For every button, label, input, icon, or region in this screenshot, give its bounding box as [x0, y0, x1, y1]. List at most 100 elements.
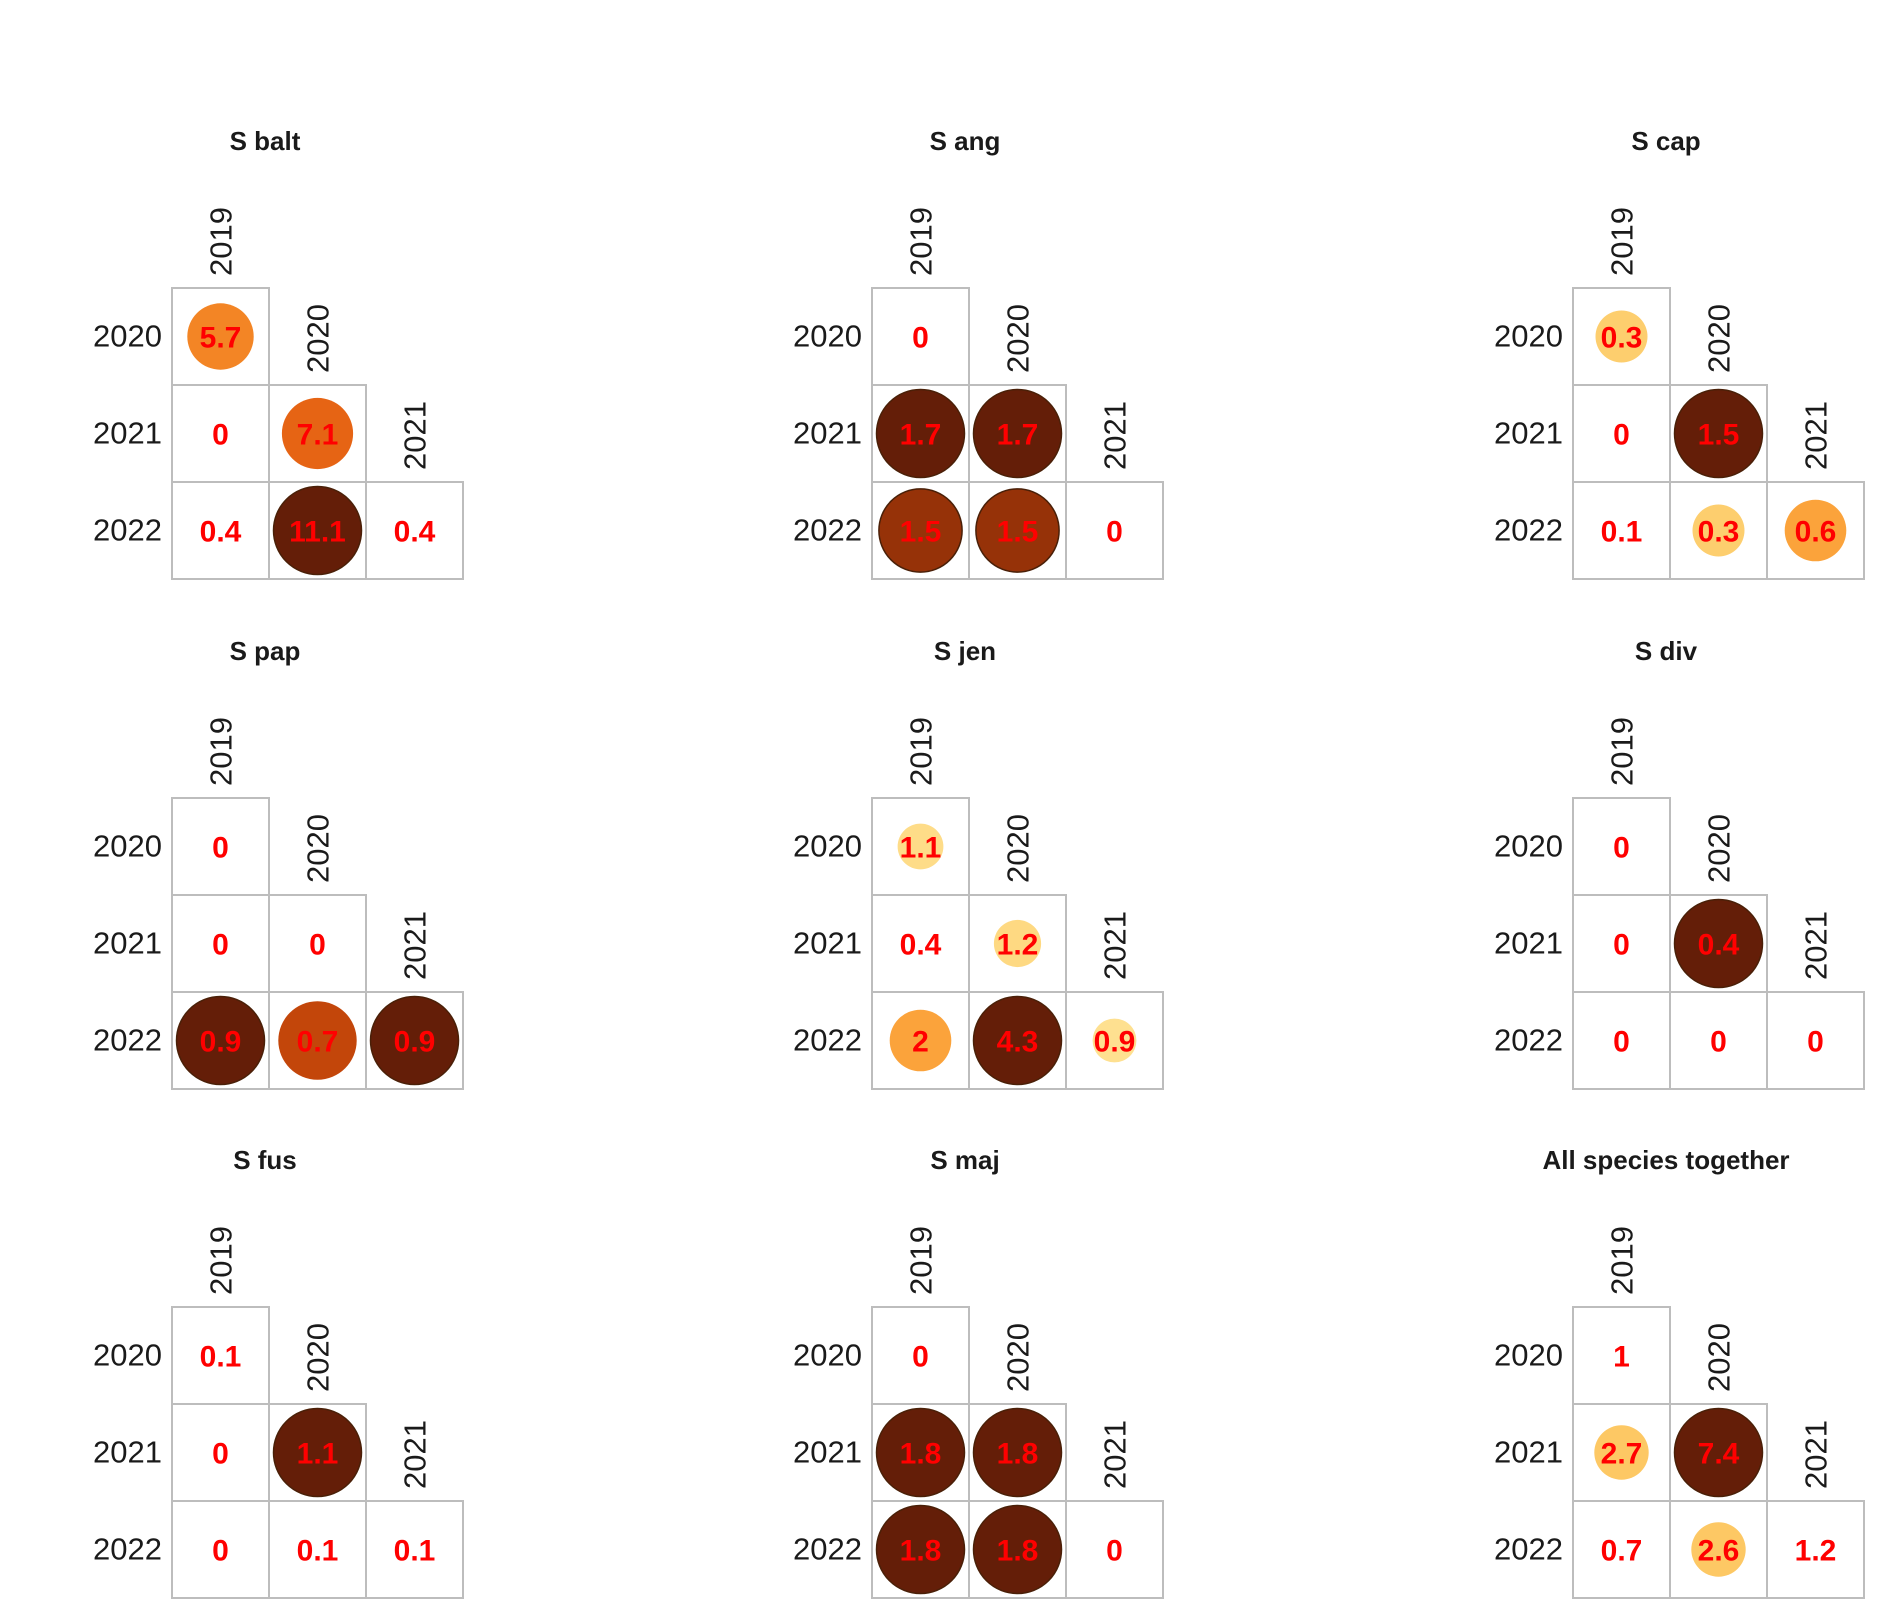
- value-circle: [897, 823, 944, 870]
- value-circle: [878, 488, 963, 573]
- cell-value-label: 7.4: [1698, 1438, 1740, 1471]
- cell-value-label: 0: [1807, 1026, 1824, 1059]
- value-circle: [1673, 1407, 1764, 1498]
- cell-value-label: 7.1: [297, 419, 339, 452]
- row-label: 2021: [793, 1435, 862, 1470]
- row-label: 2022: [793, 1023, 862, 1058]
- cell-border: [365, 481, 464, 580]
- row-label: 2020: [93, 829, 162, 864]
- cell-value-label: 0.1: [200, 1341, 242, 1374]
- row-label: 2020: [1494, 1338, 1563, 1373]
- column-label: 2019: [904, 207, 939, 276]
- column-label: 2020: [1702, 304, 1737, 373]
- column-label: 2021: [1098, 911, 1133, 980]
- panel-0: S balt 2019 2020 2021 2020 5.7 2021 0 7.1 2022 0.4…: [93, 126, 464, 580]
- column-label: 2019: [904, 717, 939, 786]
- cell-border: [1065, 481, 1164, 580]
- cell-value-label: 0.4: [900, 929, 942, 962]
- row-label: 2022: [93, 1532, 162, 1567]
- row-label: 2020: [793, 319, 862, 354]
- row-label: 2020: [793, 1338, 862, 1373]
- row-label: 2020: [793, 829, 862, 864]
- column-label: 2019: [204, 207, 239, 276]
- cell-value-label: 4.3: [997, 1026, 1039, 1059]
- column-label: 2020: [1001, 304, 1036, 373]
- column-label: 2020: [1702, 814, 1737, 883]
- row-label: 2021: [93, 416, 162, 451]
- cell-border: [365, 991, 464, 1090]
- row-label: 2021: [1494, 416, 1563, 451]
- column-label: 2020: [1001, 1323, 1036, 1392]
- cell-value-label: 0.9: [200, 1026, 242, 1059]
- column-label: 2021: [398, 401, 433, 470]
- row-label: 2021: [793, 416, 862, 451]
- value-circle: [281, 397, 354, 470]
- cell-border: [1065, 991, 1164, 1090]
- cell-value-label: 0: [1710, 1026, 1727, 1059]
- cell-value-label: 1.5: [1698, 419, 1740, 452]
- column-label: 2021: [1799, 401, 1834, 470]
- cell-value-label: 1.2: [997, 929, 1039, 962]
- panel-8: All species together 2019 2020 2021 2020 1 202…: [1494, 1145, 1865, 1599]
- cell-value-label: 1: [1613, 1341, 1630, 1374]
- cell-value-label: 0.3: [1698, 516, 1740, 549]
- cell-border: [1766, 991, 1865, 1090]
- cell-value-label: 5.7: [200, 322, 242, 355]
- cell-value-label: 1.5: [997, 516, 1039, 549]
- cell-value-label: 0.4: [394, 516, 436, 549]
- value-circle: [972, 388, 1063, 479]
- value-circle: [975, 488, 1060, 573]
- row-label: 2021: [1494, 1435, 1563, 1470]
- cell-value-label: 0: [212, 1535, 229, 1568]
- cell-value-label: 1.7: [900, 419, 942, 452]
- row-label: 2022: [793, 513, 862, 548]
- cell-border: [1065, 1500, 1164, 1599]
- row-label: 2021: [1494, 926, 1563, 961]
- row-label: 2022: [93, 513, 162, 548]
- cell-value-label: 0: [212, 1438, 229, 1471]
- column-label: 2019: [1605, 1226, 1640, 1295]
- cell-value-label: 0: [1106, 1535, 1123, 1568]
- cell-value-label: 0: [1613, 419, 1630, 452]
- cell-value-label: 0.7: [1601, 1535, 1643, 1568]
- cell-value-label: 2: [912, 1026, 929, 1059]
- column-label: 2021: [1098, 1420, 1133, 1489]
- panel-6: S fus 2019 2020 2021 2020 0.1 2021 0 1.1 2022 0 0.1…: [93, 1145, 464, 1599]
- panel-title: S cap: [1631, 126, 1700, 156]
- value-circle: [972, 995, 1063, 1086]
- value-circle: [993, 919, 1042, 968]
- value-circle: [1673, 898, 1764, 989]
- column-label: 2020: [301, 814, 336, 883]
- cell-value-label: 0: [912, 1341, 929, 1374]
- cell-value-label: 2.7: [1601, 1438, 1643, 1471]
- cell-value-label: 0.1: [1601, 516, 1643, 549]
- row-label: 2020: [1494, 319, 1563, 354]
- value-circle: [1595, 310, 1648, 363]
- cell-value-label: 0: [212, 929, 229, 962]
- row-label: 2021: [93, 926, 162, 961]
- column-label: 2021: [398, 1420, 433, 1489]
- column-label: 2019: [204, 1226, 239, 1295]
- value-circle: [1784, 499, 1847, 562]
- column-label: 2021: [1799, 1420, 1834, 1489]
- panel-2: S cap 2019 2020 2021 2020 0.3 2021 0 1.5 2022 0.1 0…: [1494, 126, 1865, 580]
- panel-title: S balt: [230, 126, 301, 156]
- row-label: 2022: [93, 1023, 162, 1058]
- value-circle: [889, 1009, 952, 1072]
- row-label: 2022: [793, 1532, 862, 1567]
- panel-1: S ang 2019 2020 2021 2020 0 2021 1.7 1.7 2022 1.5 1…: [793, 126, 1164, 580]
- panel-title: S ang: [930, 126, 1001, 156]
- value-circle: [875, 388, 966, 479]
- row-label: 2020: [93, 319, 162, 354]
- panel-title: S pap: [230, 636, 301, 666]
- row-label: 2021: [793, 926, 862, 961]
- row-label: 2022: [1494, 513, 1563, 548]
- value-circle: [1691, 1522, 1746, 1577]
- panel-title: All species together: [1542, 1145, 1789, 1175]
- cell-value-label: 0: [1106, 516, 1123, 549]
- panel-title: S div: [1635, 636, 1698, 666]
- value-circle: [175, 995, 266, 1086]
- panel-5: S div 2019 2020 2021 2020 0 2021 0 0.4 2022 0 0 0: [1494, 636, 1865, 1090]
- cell-value-label: 0.6: [1795, 516, 1837, 549]
- value-circle: [272, 1407, 363, 1498]
